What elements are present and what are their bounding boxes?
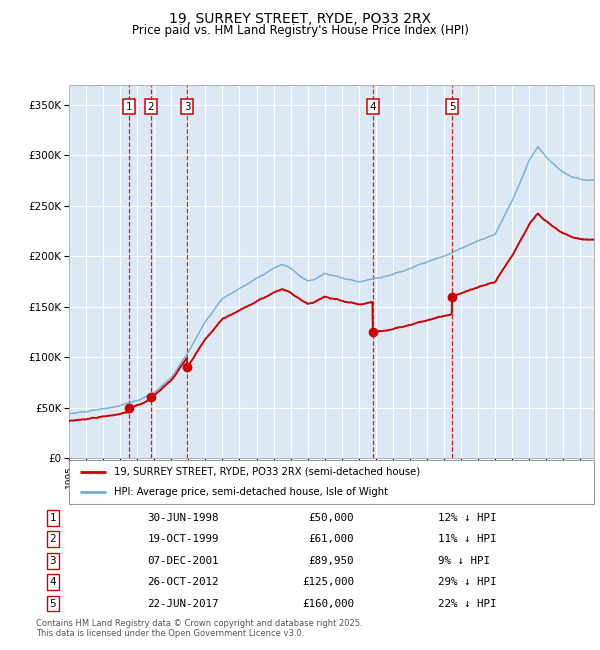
Text: 30-JUN-1998: 30-JUN-1998 (148, 513, 219, 523)
Text: 22% ↓ HPI: 22% ↓ HPI (438, 599, 496, 608)
Text: 19, SURREY STREET, RYDE, PO33 2RX: 19, SURREY STREET, RYDE, PO33 2RX (169, 12, 431, 26)
Text: £50,000: £50,000 (308, 513, 354, 523)
Text: 12% ↓ HPI: 12% ↓ HPI (438, 513, 496, 523)
Text: 3: 3 (49, 556, 56, 566)
Text: £89,950: £89,950 (308, 556, 354, 566)
Text: Price paid vs. HM Land Registry's House Price Index (HPI): Price paid vs. HM Land Registry's House … (131, 24, 469, 37)
Text: 29% ↓ HPI: 29% ↓ HPI (438, 577, 496, 587)
FancyBboxPatch shape (69, 460, 594, 504)
Text: 4: 4 (49, 577, 56, 587)
Text: Contains HM Land Registry data © Crown copyright and database right 2025.
This d: Contains HM Land Registry data © Crown c… (36, 619, 362, 638)
Text: 22-JUN-2017: 22-JUN-2017 (148, 599, 219, 608)
Text: 4: 4 (370, 101, 376, 112)
Text: 11% ↓ HPI: 11% ↓ HPI (438, 534, 496, 544)
Text: 07-DEC-2001: 07-DEC-2001 (148, 556, 219, 566)
Text: 2: 2 (49, 534, 56, 544)
Text: 5: 5 (49, 599, 56, 608)
Text: £160,000: £160,000 (302, 599, 354, 608)
Text: £125,000: £125,000 (302, 577, 354, 587)
Text: 19, SURREY STREET, RYDE, PO33 2RX (semi-detached house): 19, SURREY STREET, RYDE, PO33 2RX (semi-… (113, 467, 420, 477)
Text: 3: 3 (184, 101, 190, 112)
Text: HPI: Average price, semi-detached house, Isle of Wight: HPI: Average price, semi-detached house,… (113, 488, 388, 497)
Text: £61,000: £61,000 (308, 534, 354, 544)
Text: 26-OCT-2012: 26-OCT-2012 (148, 577, 219, 587)
Text: 9% ↓ HPI: 9% ↓ HPI (438, 556, 490, 566)
Text: 1: 1 (125, 101, 132, 112)
Text: 19-OCT-1999: 19-OCT-1999 (148, 534, 219, 544)
Text: 5: 5 (449, 101, 455, 112)
Text: 2: 2 (148, 101, 154, 112)
Text: 1: 1 (49, 513, 56, 523)
